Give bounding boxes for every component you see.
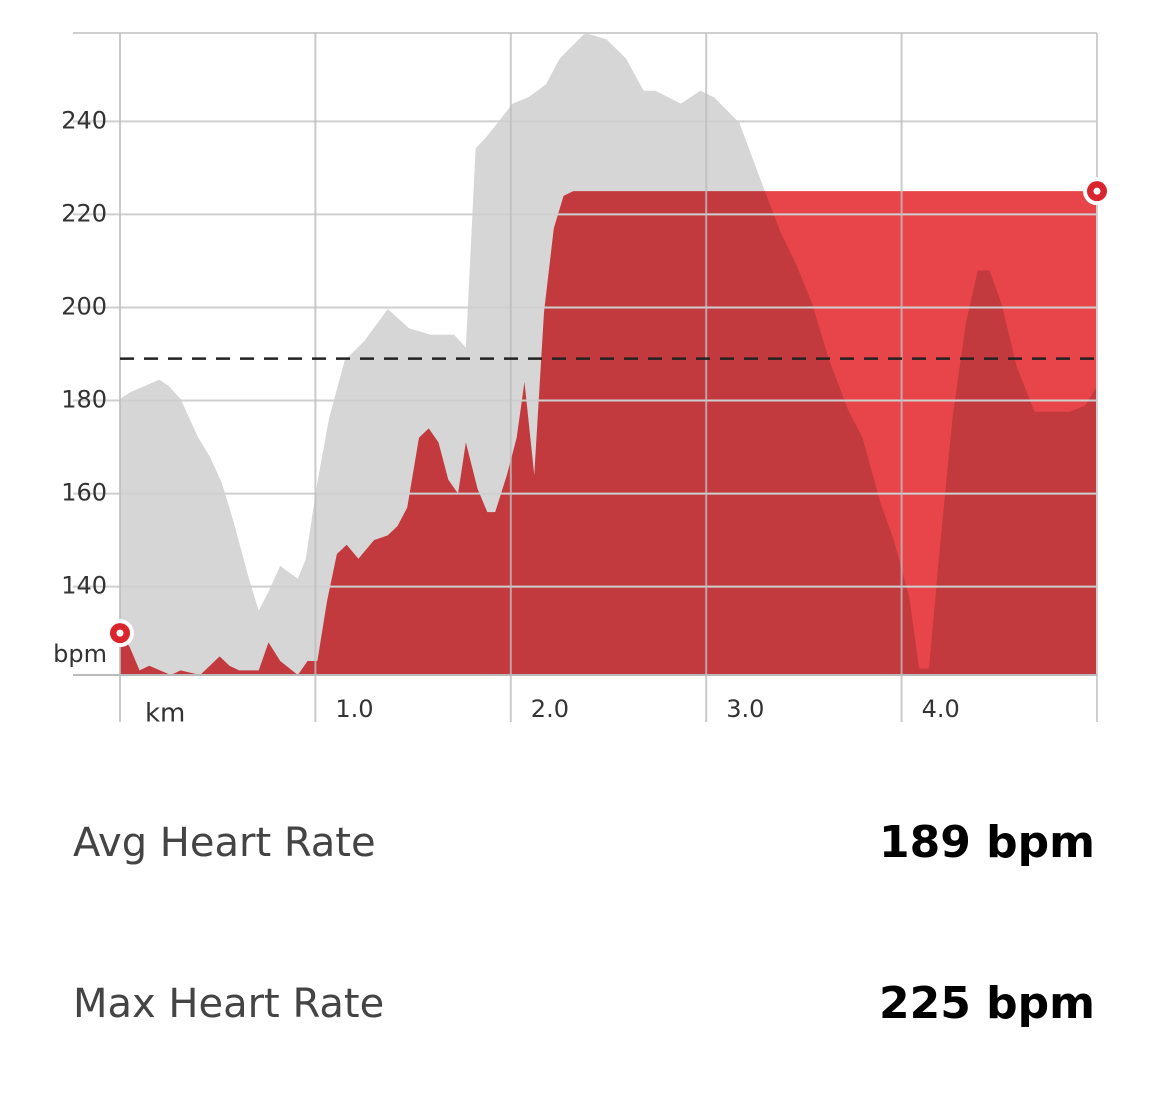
stat-value: 189 bpm xyxy=(879,817,1095,868)
x-tick-label: km xyxy=(145,699,185,729)
stat-label: Avg Heart Rate xyxy=(73,820,376,866)
y-unit-label: bpm xyxy=(53,640,107,668)
y-tick-label: 180 xyxy=(61,386,107,414)
y-tick-label: 160 xyxy=(61,479,107,507)
stat-label: Max Heart Rate xyxy=(73,981,384,1027)
x-tick-label: 2.0 xyxy=(531,695,569,723)
endpoint-marker xyxy=(106,619,134,648)
x-tick-label: 3.0 xyxy=(726,695,764,723)
y-tick-label: 140 xyxy=(61,572,107,600)
stat-value: 225 bpm xyxy=(879,978,1095,1029)
marker-inner xyxy=(116,629,124,637)
y-tick-label: 240 xyxy=(61,106,107,134)
x-tick-label: 4.0 xyxy=(922,695,960,723)
marker-inner xyxy=(1093,187,1101,195)
elevation-area xyxy=(120,33,1097,675)
x-tick-label: 1.0 xyxy=(335,695,373,723)
endpoint-marker xyxy=(1083,177,1111,206)
y-tick-label: 200 xyxy=(61,292,107,320)
plot-area xyxy=(73,32,1111,722)
y-tick-label: 220 xyxy=(61,199,107,227)
